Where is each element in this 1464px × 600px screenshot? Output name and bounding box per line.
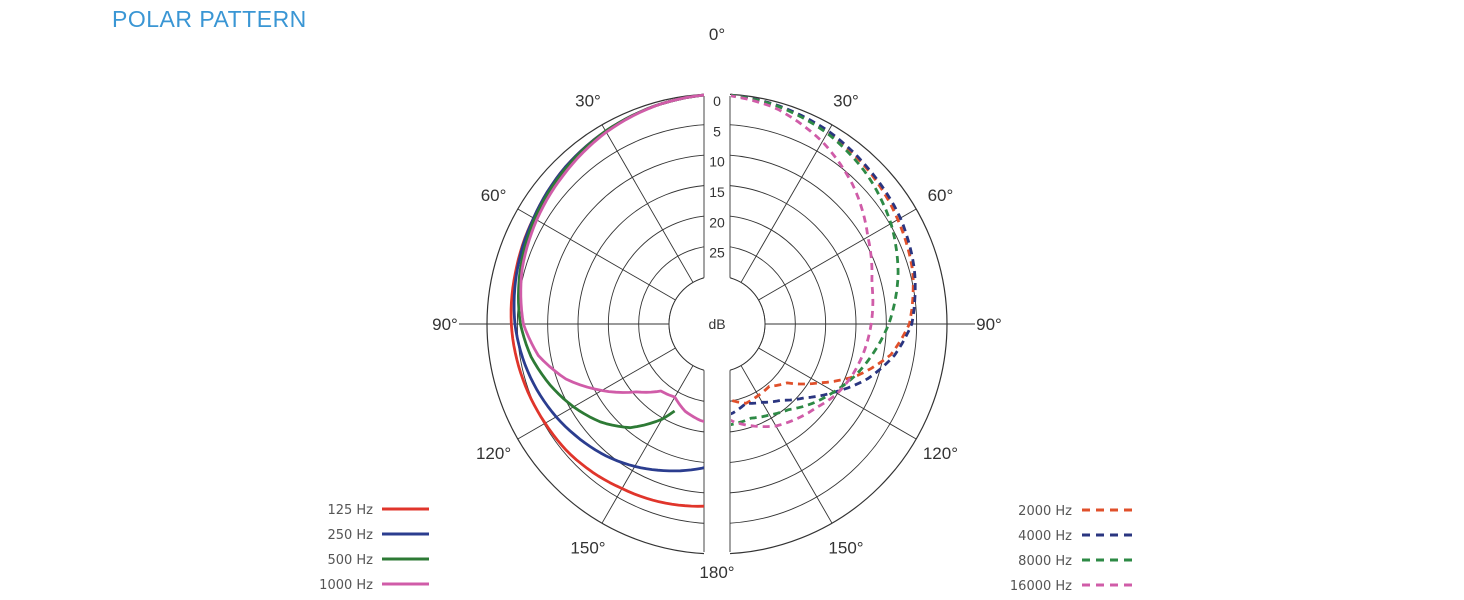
series-curve-125-hz [509,93,704,508]
center-gap [704,90,730,558]
angle-label: 30° [575,92,601,111]
angle-label: 120° [476,444,511,463]
curves-left-half [509,93,704,508]
grid-spoke [601,365,694,524]
legend-label: 4000 Hz [1018,529,1072,544]
radial-unit-label: dB [708,316,725,332]
angle-label: 90° [432,315,458,334]
legend-label: 8000 Hz [1018,554,1072,569]
grid-spoke [517,347,676,440]
legend-label: 500 Hz [327,553,373,568]
angle-labels: 0° 30° 60° 90° 120° 150° 180° 30° 60° 90° 120° 150° [432,25,1002,582]
angle-label: 120° [923,444,958,463]
radial-label: 10 [709,154,725,170]
radial-labels: 0 5 10 15 20 25 dB [708,93,725,332]
grid-spoke [758,208,917,301]
series-curve-250-hz [512,93,704,473]
grid-spoke [601,124,694,283]
radial-label: 20 [709,214,725,230]
series-curve-2000-hz [731,93,915,405]
radial-label: 15 [709,184,725,200]
hole-right [729,277,766,371]
series-curve-4000-hz [731,93,917,416]
legend-label: 2000 Hz [1018,504,1072,519]
radial-label: 25 [709,245,725,261]
series-curve-500-hz [517,93,704,430]
grid-spoke [740,124,833,283]
angle-label: 0° [709,25,725,44]
polar-grid [459,90,975,558]
legend-label: 250 Hz [327,528,373,543]
grid-spoke [517,208,676,301]
angle-label: 60° [481,186,507,205]
radial-label: 0 [713,93,721,109]
hole-left [668,277,705,371]
legend-label: 16000 Hz [1010,579,1072,594]
angle-label: 90° [976,315,1002,334]
page-title: POLAR PATTERN [112,6,307,32]
radial-label: 5 [713,123,721,139]
series-curve-1000-hz [519,93,704,423]
angle-label: 60° [928,186,954,205]
legend: 125 Hz 250 Hz 500 Hz 1000 Hz 2000 Hz 4000 Hz 8… [319,503,1136,594]
angle-label: 150° [570,538,605,557]
series-curve-16000-hz [731,94,875,428]
legend-label: 125 Hz [327,503,373,518]
grid-spoke [758,347,917,440]
angle-label: 180° [699,563,734,582]
grid-spoke [740,365,833,524]
curves-right-half [731,93,917,428]
legend-label: 1000 Hz [319,578,373,593]
angle-label: 30° [833,92,859,111]
angle-label: 150° [828,538,863,557]
